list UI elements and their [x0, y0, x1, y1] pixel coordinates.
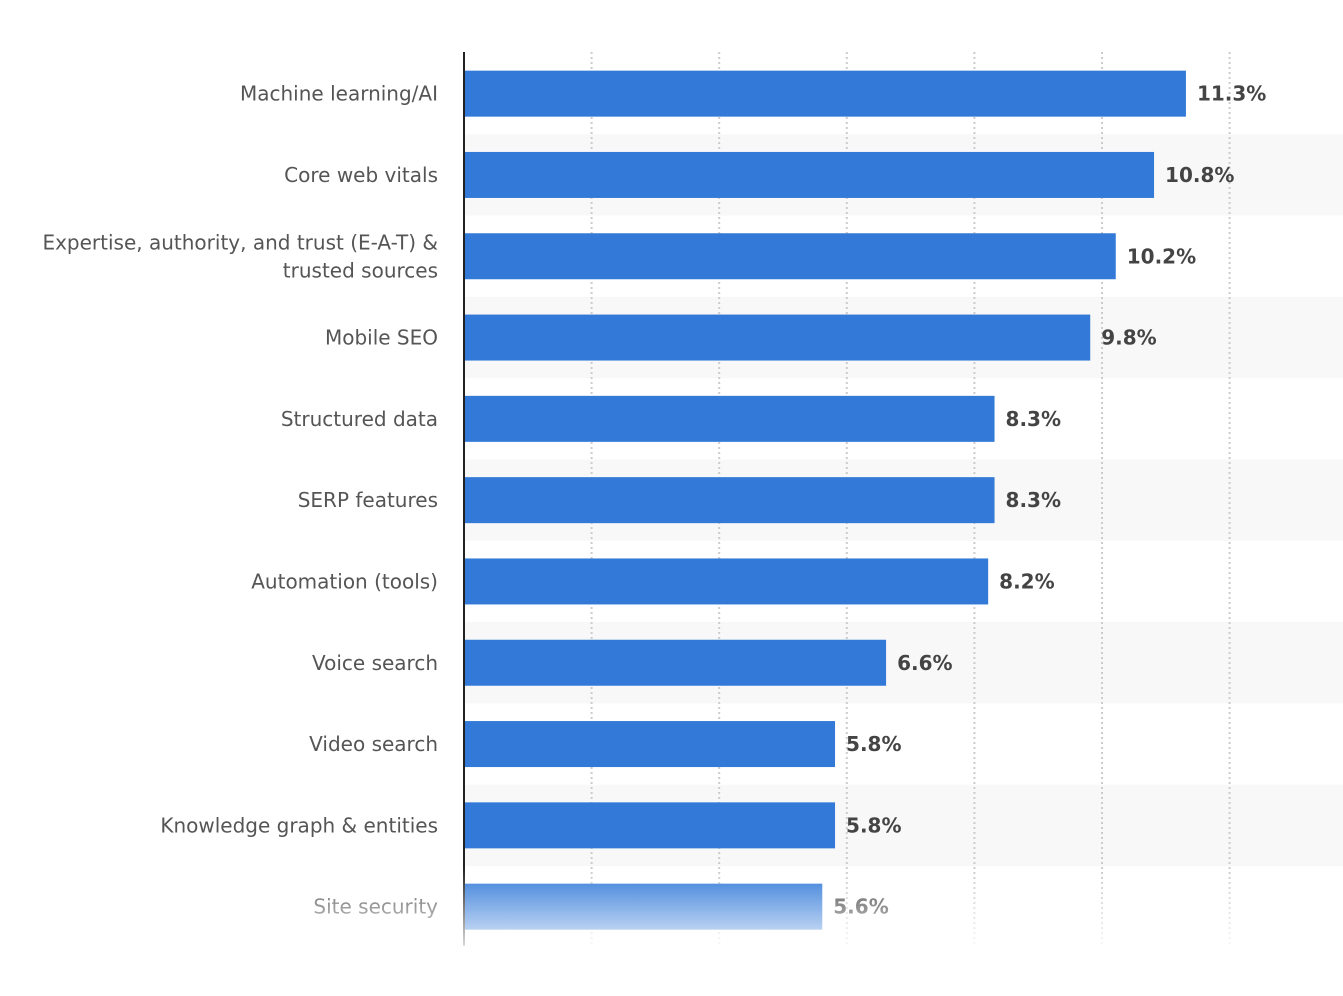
- value-label-5: 8.3%: [1006, 488, 1061, 512]
- bar-9: [465, 802, 836, 849]
- bar-8: [465, 721, 836, 768]
- category-label-2: Expertise, authority, and trust (E-A-T) …: [42, 230, 438, 282]
- category-label-4: Structured data: [281, 407, 438, 431]
- bar-2: [465, 233, 1116, 280]
- category-label-9: Knowledge graph & entities: [160, 813, 438, 837]
- value-label-6: 8.2%: [999, 569, 1054, 593]
- category-label-3: Mobile SEO: [325, 326, 438, 350]
- category-label-5: SERP features: [298, 488, 438, 512]
- value-label-8: 5.8%: [846, 732, 901, 756]
- category-label-6: Automation (tools): [251, 569, 438, 593]
- value-label-1: 10.8%: [1165, 163, 1234, 187]
- bar-0: [465, 70, 1186, 117]
- value-label-2: 10.2%: [1127, 244, 1196, 268]
- category-label-1: Core web vitals: [284, 163, 438, 187]
- bar-4: [465, 395, 995, 442]
- value-label-0: 11.3%: [1197, 82, 1266, 106]
- category-label-7: Voice search: [312, 651, 438, 675]
- bar-3: [465, 314, 1091, 361]
- category-label-8: Video search: [309, 732, 438, 756]
- bar-1: [465, 151, 1155, 198]
- category-label-0: Machine learning/AI: [240, 82, 438, 106]
- value-label-9: 5.8%: [846, 813, 901, 837]
- value-label-7: 6.6%: [897, 651, 952, 675]
- value-label-4: 8.3%: [1006, 407, 1061, 431]
- bar-6: [465, 558, 989, 605]
- bar-7: [465, 639, 887, 686]
- value-label-3: 9.8%: [1101, 326, 1156, 350]
- bar-5: [465, 477, 995, 524]
- fade-overlay: [0, 868, 1343, 948]
